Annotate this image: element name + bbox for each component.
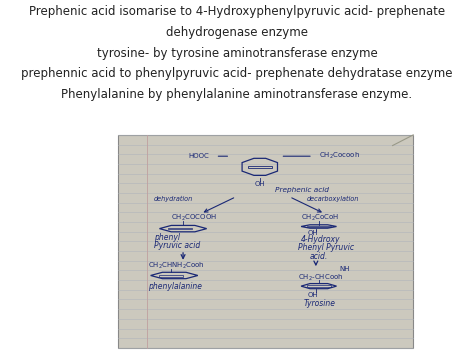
Text: NH: NH (339, 266, 350, 272)
Text: acid.: acid. (310, 252, 328, 261)
Text: 4-Hydroxy: 4-Hydroxy (301, 235, 341, 244)
Text: OH: OH (308, 230, 318, 236)
Text: Pyruvic acid: Pyruvic acid (154, 241, 200, 250)
Text: tyrosine- by tyrosine aminotransferase enzyme: tyrosine- by tyrosine aminotransferase e… (97, 47, 377, 60)
Text: Prephenic acid isomarise to 4-Hydroxyphenylpyruvic acid- prephenate: Prephenic acid isomarise to 4-Hydroxyphe… (29, 5, 445, 18)
Text: HOOC: HOOC (189, 153, 210, 159)
Text: CH$_2$Cocooh: CH$_2$Cocooh (319, 151, 360, 161)
Text: prephennic acid to phenylpyruvic acid- prephenate dehydratase enzyme: prephennic acid to phenylpyruvic acid- p… (21, 67, 453, 80)
Text: CH$_2$CHNH$_2$Cooh: CH$_2$CHNH$_2$Cooh (148, 261, 204, 271)
Text: OH: OH (255, 181, 265, 187)
Text: phenylalanine: phenylalanine (148, 282, 201, 291)
Text: CH$_2$CoCoH: CH$_2$CoCoH (301, 213, 339, 223)
Text: Tyrosine: Tyrosine (304, 299, 336, 308)
Text: dehydrogenase enzyme: dehydrogenase enzyme (166, 26, 308, 39)
Text: Phenylalanine by phenylalanine aminotransferase enzyme.: Phenylalanine by phenylalanine aminotran… (62, 88, 412, 101)
Text: OH: OH (308, 292, 318, 297)
Bar (118, 135, 413, 348)
Text: phenyl: phenyl (154, 233, 180, 242)
Text: decarboxylation: decarboxylation (307, 196, 359, 202)
Text: CH$_2$COCOOH: CH$_2$COCOOH (171, 213, 218, 223)
Text: Prephenic acid: Prephenic acid (274, 187, 328, 193)
Text: Phenyl Pyruvic: Phenyl Pyruvic (298, 243, 354, 252)
Text: CH$_2$-CHCooh: CH$_2$-CHCooh (298, 273, 344, 283)
Text: dehydration: dehydration (154, 196, 193, 202)
